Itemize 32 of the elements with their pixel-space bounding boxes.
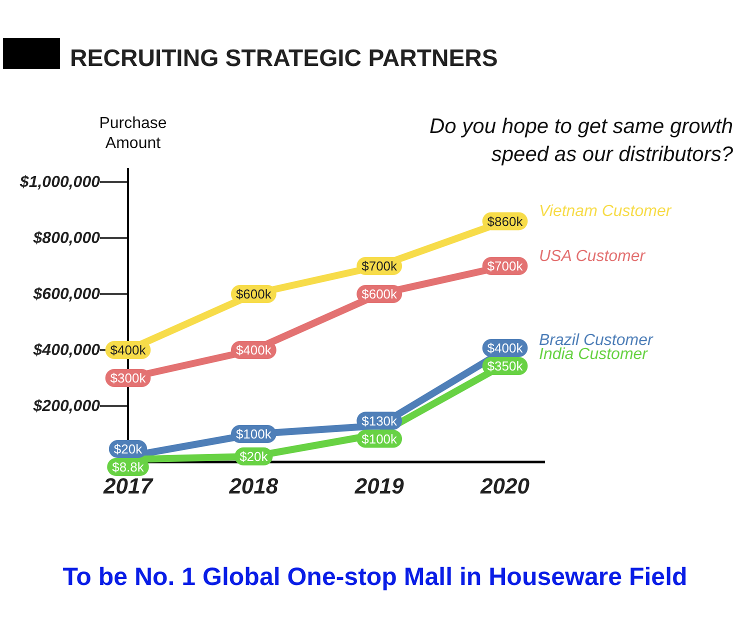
- text: To be No. 1 Global One-stop Mall in Houseware Field: [62, 563, 688, 591]
- data-label: $600k: [236, 286, 272, 302]
- text: India Customer: [539, 346, 648, 363]
- legend-label: Vietnam Customer: [539, 203, 672, 220]
- data-label: $400k: [487, 340, 524, 356]
- data-label: $700k: [362, 258, 398, 274]
- data-label: $350k: [487, 358, 524, 374]
- data-label: $100k: [362, 431, 398, 446]
- y-tick-label: $200,000: [32, 398, 100, 416]
- y-tick-label: $400,000: [32, 342, 100, 360]
- x-tick-label: 2017: [102, 474, 154, 499]
- data-label: $20k: [114, 442, 143, 457]
- chart-subtitle: Do you hope to get same growth speed as our distributors?: [429, 115, 734, 166]
- data-label: $130k: [362, 413, 398, 428]
- data-label: $100k: [236, 426, 272, 442]
- chart-title: RECRUITING STRATEGIC PARTNERS: [70, 45, 498, 72]
- legend-label: USA Customer: [539, 248, 646, 265]
- data-label: $20k: [240, 448, 268, 464]
- data-label: $8.8k: [112, 460, 144, 475]
- data-label: $400k: [110, 342, 146, 358]
- data-label: $860k: [487, 214, 524, 229]
- y-tick-label: $800,000: [32, 230, 100, 248]
- y-axis-title: Purchase Amount: [99, 115, 167, 152]
- data-label: $600k: [362, 286, 398, 302]
- data-label: $300k: [110, 370, 146, 386]
- y-tick-label: $1,000,000: [18, 174, 100, 192]
- x-tick-label: 2019: [354, 474, 405, 499]
- y-tick-label: $600,000: [32, 286, 100, 304]
- data-label: $700k: [487, 258, 524, 274]
- data-label: $400k: [236, 342, 272, 358]
- x-tick-label: 2020: [480, 474, 530, 499]
- x-tick-label: 2018: [228, 474, 279, 499]
